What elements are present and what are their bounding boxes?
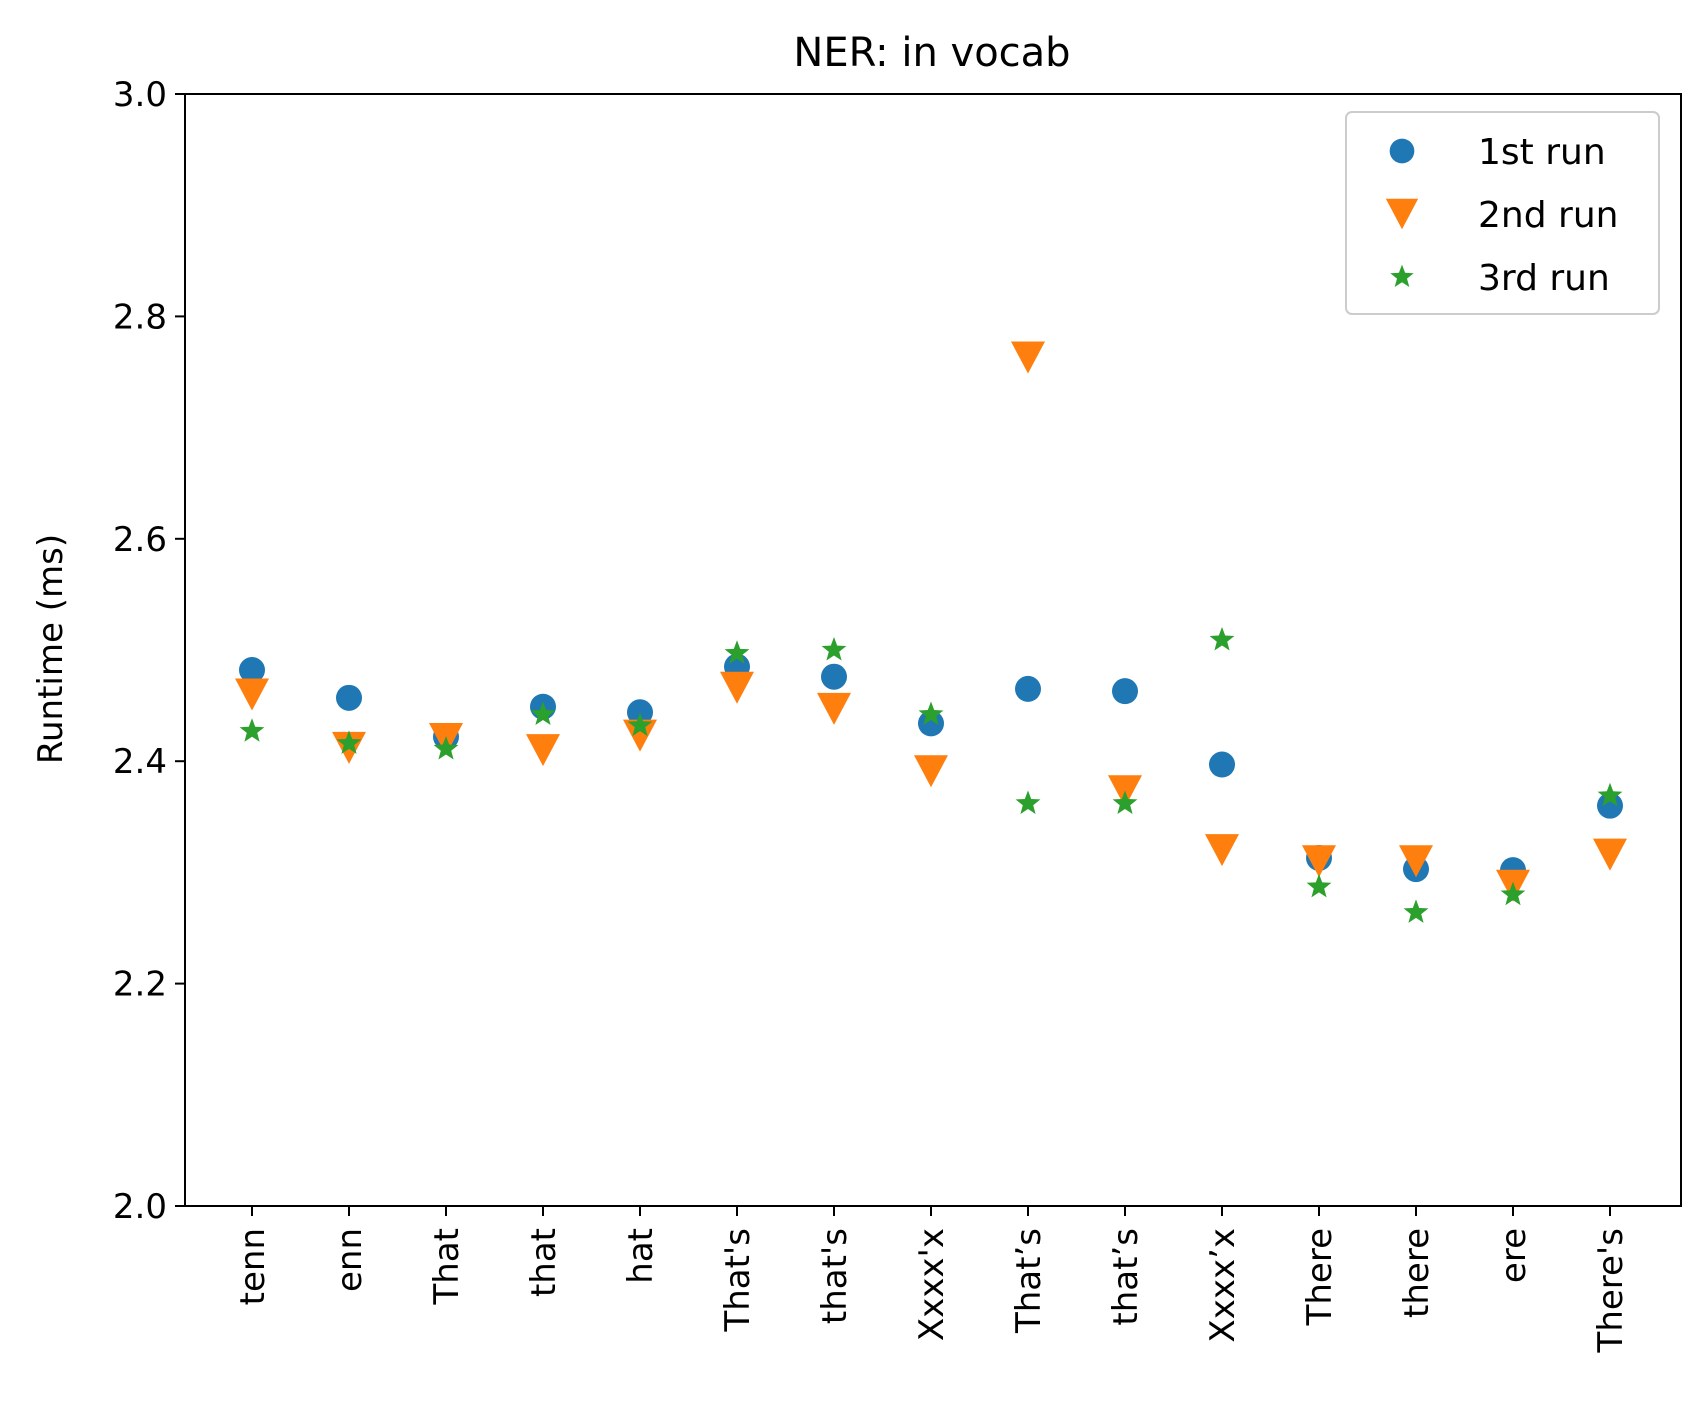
data-point-2nd-run (1302, 845, 1336, 878)
y-tick-label: 2.4 (113, 742, 167, 782)
data-point-1st-run (239, 657, 265, 684)
data-point-3rd-run (1597, 782, 1623, 807)
data-point-2nd-run (1399, 845, 1433, 878)
legend-marker (1385, 198, 1419, 230)
x-tick-label: That (427, 1228, 467, 1305)
x-tick-label: that (524, 1228, 564, 1297)
legend-marker (1389, 138, 1415, 164)
x-tick-label: Xxxx'x (912, 1228, 952, 1341)
data-point-3rd-run (1500, 881, 1526, 906)
data-point-2nd-run (1011, 341, 1045, 374)
data-point-2nd-run (1593, 838, 1627, 871)
plot-area: 2.0 2.2 2.4 2.6 2.8 3.0 tenn enn That that hat That… (113, 75, 1682, 1353)
legend-label: 1st run (1478, 132, 1606, 173)
data-point-2nd-run (817, 692, 851, 725)
legend-label: 3rd run (1478, 258, 1610, 299)
data-point-2nd-run (526, 734, 560, 767)
x-tick-label: There (1300, 1228, 1340, 1326)
y-tick-label: 2.2 (113, 965, 167, 1005)
data-point-3rd-run (724, 640, 750, 664)
data-point-1st-run (1209, 751, 1235, 778)
y-tick-label: 2.0 (113, 1187, 167, 1227)
data-point-1st-run (918, 710, 944, 737)
data-point-1st-run (1597, 792, 1623, 819)
plot-frame (184, 93, 1682, 1207)
data-point-3rd-run (433, 736, 459, 760)
y-tick-label: 3.0 (113, 75, 167, 115)
data-point-3rd-run (530, 701, 556, 725)
data-point-2nd-run (1205, 834, 1239, 867)
legend: 1st run 2nd run 3rd run (1345, 111, 1660, 315)
data-point-1st-run (1112, 678, 1138, 705)
x-tick-label: there (1397, 1228, 1437, 1318)
data-point-1st-run (1015, 675, 1041, 702)
data-point-3rd-run (239, 718, 265, 742)
x-tick-label: tenn (233, 1228, 273, 1305)
data-point-2nd-run (914, 755, 948, 788)
x-tick-label: Xxxx’x (1203, 1228, 1243, 1343)
data-point-3rd-run (1306, 873, 1332, 898)
y-axis-label: Runtime (ms) (31, 534, 71, 764)
x-tick-label: That’s (1009, 1228, 1049, 1334)
data-point-2nd-run (623, 719, 657, 752)
data-point-3rd-run (821, 637, 847, 661)
y-tick-label: 2.8 (113, 297, 167, 337)
data-point-3rd-run (336, 730, 362, 754)
data-point-2nd-run (720, 671, 754, 704)
data-point-3rd-run (627, 712, 653, 737)
x-tick-label: hat (621, 1228, 661, 1284)
data-point-3rd-run (1015, 790, 1041, 814)
data-point-2nd-run (235, 678, 269, 711)
data-point-3rd-run (1112, 790, 1138, 814)
y-tick-label: 2.6 (113, 520, 167, 560)
data-point-3rd-run (1209, 627, 1235, 651)
x-tick-label: ere (1494, 1228, 1534, 1283)
x-tick-label: enn (330, 1228, 370, 1292)
x-tick-label: that’s (1106, 1228, 1146, 1326)
data-point-3rd-run (1403, 899, 1429, 923)
legend-marker (1390, 264, 1414, 287)
legend-label: 2nd run (1478, 195, 1618, 236)
data-point-3rd-run (918, 701, 944, 725)
data-point-1st-run (336, 684, 362, 711)
x-tick-label: That's (718, 1228, 758, 1333)
x-tick-label: There's (1591, 1228, 1631, 1353)
data-point-1st-run (627, 699, 653, 726)
x-tick-label: that's (815, 1228, 855, 1324)
chart-title: NER: in vocab (793, 30, 1070, 76)
legend-box (1345, 111, 1660, 315)
data-point-1st-run (821, 663, 847, 690)
